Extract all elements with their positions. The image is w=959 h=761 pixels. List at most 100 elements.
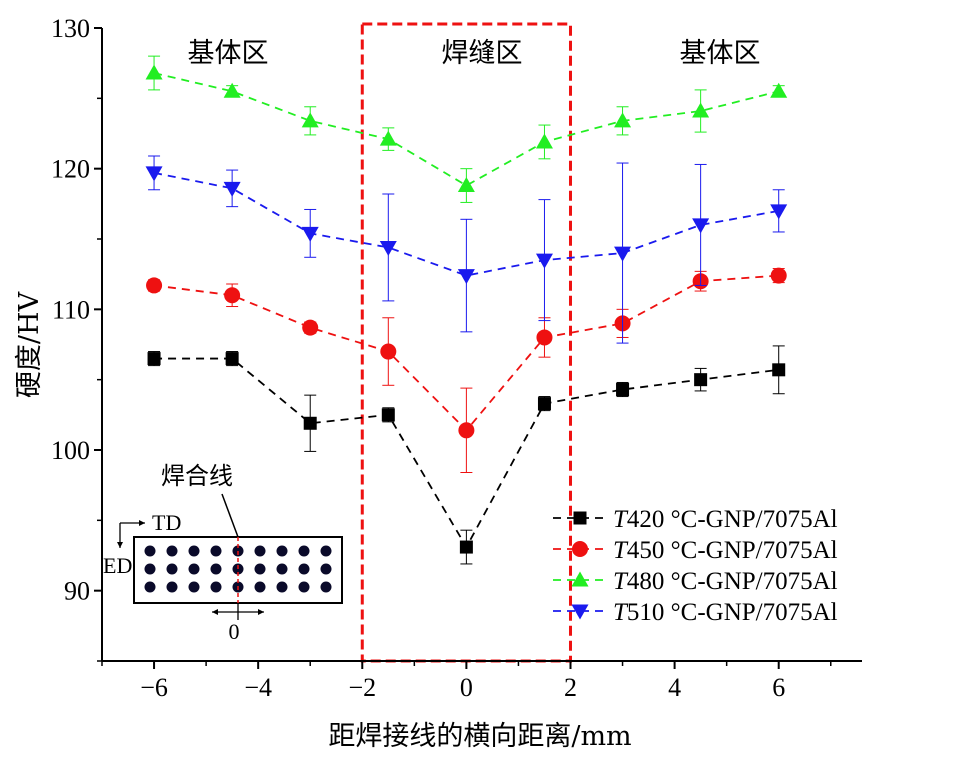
data-point	[379, 240, 397, 256]
inset-dot	[320, 545, 332, 557]
data-point	[301, 226, 319, 242]
inset-dot	[276, 581, 288, 593]
legend-item-3: T480 °C-GNP/7075Al	[553, 568, 838, 595]
legend-label: T510 °C-GNP/7075Al	[613, 599, 838, 626]
x-tick-label: −2	[348, 673, 376, 702]
series-3	[145, 55, 788, 203]
origin-label: 0	[229, 619, 240, 644]
series-1	[147, 345, 786, 565]
data-point	[692, 218, 710, 234]
data-point	[223, 181, 241, 197]
region-label-weld: 焊缝区	[442, 38, 523, 69]
legend-item-1: T420 °C-GNP/7075Al	[553, 506, 838, 533]
inset-dot	[276, 563, 288, 575]
data-point	[536, 329, 553, 346]
x-tick-label: −6	[140, 673, 168, 702]
inset-dot	[320, 581, 332, 593]
y-tick-label: 110	[52, 295, 90, 324]
x-axis-title: 距焊接线的横向距离/mm	[328, 721, 631, 752]
data-point	[146, 277, 163, 294]
x-tick-label: 4	[668, 673, 681, 702]
inset-schematic: 焊合线 TD ED 0	[103, 462, 343, 644]
data-point	[147, 352, 161, 366]
inset-dot	[298, 563, 310, 575]
data-point	[380, 343, 397, 360]
legend-marker	[573, 511, 587, 525]
data-point	[770, 82, 788, 98]
x-tick-label: −4	[244, 673, 272, 702]
data-point	[694, 373, 708, 387]
data-point	[379, 130, 397, 146]
inset-dot	[210, 545, 222, 557]
x-tick-label: 2	[564, 673, 577, 702]
inset-dot	[298, 545, 310, 557]
inset-dot	[166, 563, 178, 575]
axes: 90 100 110 120 130 −6 −4 −2 0 2 4 6	[51, 14, 862, 702]
x-tick-label: 6	[772, 673, 785, 702]
legend-marker	[572, 541, 588, 557]
y-tick-label: 120	[51, 155, 90, 184]
data-point	[302, 319, 319, 336]
series-4	[145, 155, 788, 344]
inset-dot	[298, 581, 310, 593]
inset-dot	[166, 581, 178, 593]
origin-arrow-left-head	[212, 609, 218, 615]
data-point	[457, 177, 475, 193]
inset-dot	[144, 545, 156, 557]
inset-dot	[254, 563, 266, 575]
data-point	[614, 112, 632, 128]
data-point	[770, 204, 788, 220]
y-tick-label: 130	[51, 14, 90, 43]
legend-marker	[571, 604, 589, 620]
data-point	[145, 166, 163, 182]
data-point	[381, 408, 395, 422]
inset-pointer-line	[221, 493, 239, 538]
region-label-base-right: 基体区	[680, 38, 761, 69]
data-point	[770, 267, 787, 284]
legend-label: T450 °C-GNP/7075Al	[613, 537, 838, 564]
data-point	[225, 352, 239, 366]
inset-dot	[210, 581, 222, 593]
inset-dot	[254, 581, 266, 593]
inset-title: 焊合线	[161, 462, 233, 490]
y-tick-label: 100	[51, 436, 90, 465]
data-point	[535, 253, 553, 269]
inset-dot	[276, 545, 288, 557]
data-point	[223, 82, 241, 98]
y-axis-title: 硬度/HV	[14, 291, 45, 398]
inset-dot	[188, 581, 200, 593]
legend: T420 °C-GNP/7075Al T450 °C-GNP/7075Al T480…	[553, 506, 838, 626]
data-point	[772, 363, 786, 377]
data-point	[614, 246, 632, 262]
data-point	[145, 64, 163, 80]
data-point	[301, 112, 319, 128]
ed-label: ED	[103, 553, 132, 578]
y-tick-label: 90	[64, 577, 90, 606]
data-point	[692, 102, 710, 118]
td-arrow-head	[139, 520, 145, 526]
data-point	[535, 133, 553, 149]
legend-marker	[571, 571, 589, 587]
legend-label: T420 °C-GNP/7075Al	[613, 506, 838, 533]
series-layer	[145, 55, 788, 565]
inset-dot	[320, 563, 332, 575]
x-tick-label: 0	[460, 673, 473, 702]
origin-arrow-right-head	[258, 609, 264, 615]
data-point	[303, 416, 317, 430]
inset-dot	[144, 581, 156, 593]
region-label-base-left: 基体区	[188, 38, 269, 69]
inset-dot	[254, 545, 266, 557]
inset-dot-grid	[144, 545, 332, 593]
td-label: TD	[152, 510, 181, 535]
data-point	[224, 287, 241, 304]
inset-dot	[144, 563, 156, 575]
legend-item-4: T510 °C-GNP/7075Al	[553, 599, 838, 626]
ed-arrow-head	[117, 542, 123, 548]
data-point	[458, 422, 475, 439]
inset-dot	[188, 545, 200, 557]
legend-label: T480 °C-GNP/7075Al	[613, 568, 838, 595]
data-point	[459, 540, 473, 554]
inset-dot	[188, 563, 200, 575]
inset-dot	[166, 545, 178, 557]
